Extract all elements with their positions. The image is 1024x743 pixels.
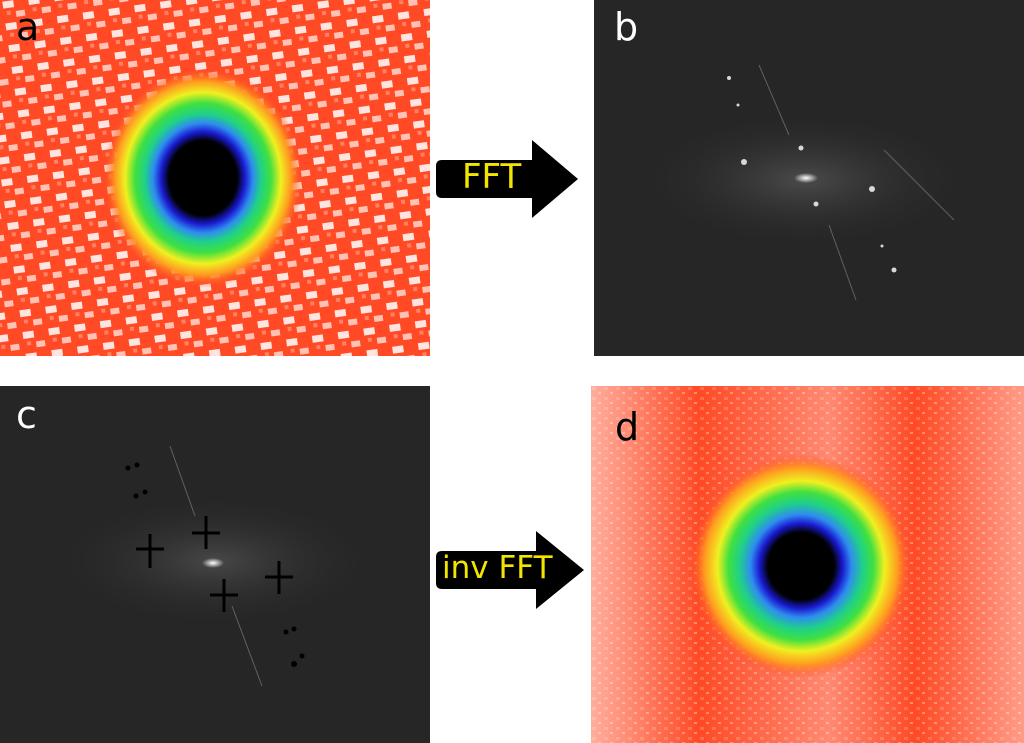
mask-crosses (136, 516, 293, 612)
heatmap-d (591, 386, 1024, 743)
masked-spectrum-c (0, 386, 430, 743)
panel-c-masked-spectrum: c (0, 386, 430, 743)
mask-dots (125, 462, 305, 667)
panel-label-d: d (615, 405, 640, 449)
panel-label-c: c (16, 393, 37, 437)
inverse-fft-arrow: inv FFT (436, 527, 586, 611)
panel-d-filtered-image: d (591, 386, 1024, 743)
panel-b-fft-spectrum: b (594, 0, 1024, 356)
panel-a-realspace-image: a (0, 0, 430, 356)
fft-spectrum-b (594, 0, 1024, 356)
heatmap-a (0, 0, 430, 356)
panel-label-a: a (16, 5, 40, 49)
inverse-fft-arrow-label: inv FFT (442, 550, 553, 586)
fft-arrow-label: FFT (462, 157, 522, 197)
panel-label-b: b (614, 5, 639, 49)
fft-arrow: FFT (436, 136, 580, 220)
